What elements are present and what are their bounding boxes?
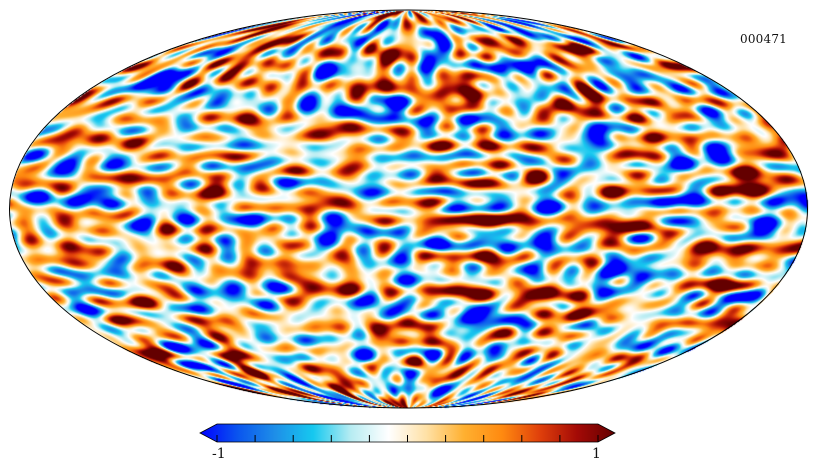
- colorbar-ticks: [216, 435, 599, 442]
- sky-map: [0, 0, 817, 410]
- colorbar: [199, 423, 616, 443]
- colorbar-max-label: 1: [592, 446, 601, 462]
- map-identifier: 000471: [739, 32, 787, 46]
- colorbar-min-label: -1: [212, 446, 226, 462]
